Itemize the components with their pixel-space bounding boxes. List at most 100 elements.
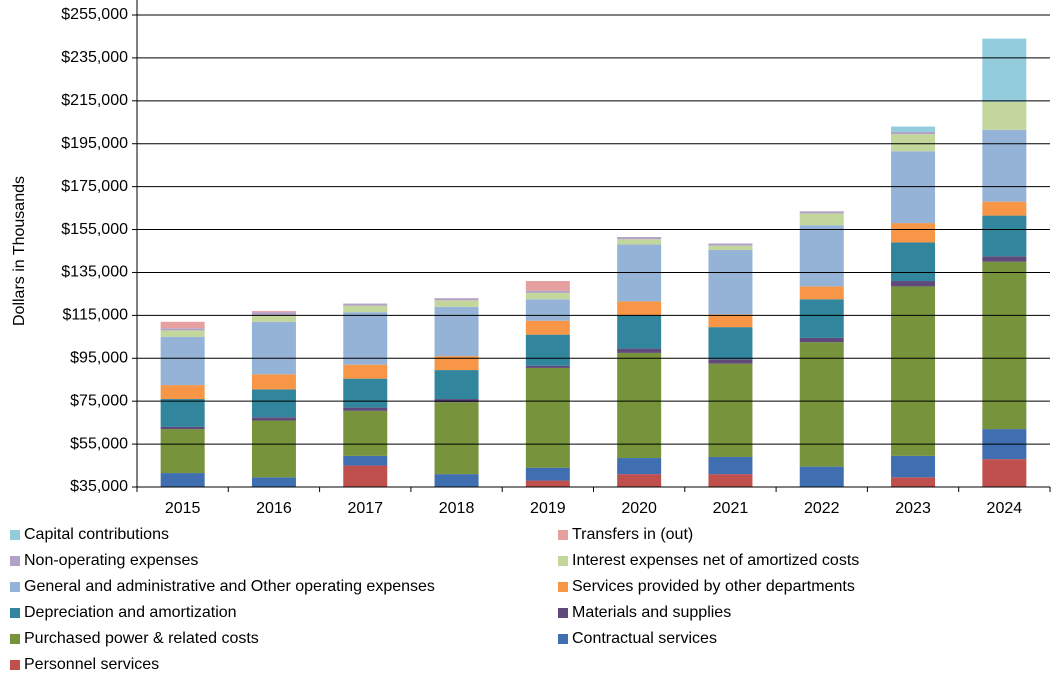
bar-segment <box>160 385 205 400</box>
bar-segment <box>982 38 1027 102</box>
bar-segment <box>891 286 936 456</box>
bar-segment <box>891 455 936 478</box>
legend-swatch <box>10 634 20 644</box>
bar-segment <box>982 101 1027 130</box>
bar-segment <box>799 225 844 287</box>
legend-label: Services provided by other departments <box>572 578 855 595</box>
y-tick-label: $195,000 <box>61 135 128 152</box>
bar-segment <box>799 286 844 300</box>
bar-segment <box>982 201 1027 216</box>
bar-segment <box>617 352 662 459</box>
y-tick-label: $55,000 <box>70 435 128 452</box>
bar-segment <box>343 312 388 365</box>
x-tick-label: 2016 <box>256 500 292 517</box>
bar-segment <box>891 131 936 135</box>
bar-segment <box>525 334 570 366</box>
bar-segment <box>160 429 205 474</box>
bar-segment <box>251 374 296 390</box>
bar-segment <box>708 245 753 250</box>
bar-segment <box>525 367 570 468</box>
y-tick-label: $75,000 <box>70 392 128 409</box>
bar-segment <box>251 389 296 418</box>
bar-segment <box>343 410 388 456</box>
bar-segment <box>708 314 753 328</box>
bar-segment <box>343 465 388 487</box>
bar-segment <box>982 215 1027 257</box>
bar-segment <box>160 473 205 487</box>
x-tick-label: 2024 <box>987 500 1023 517</box>
bar-segment <box>708 243 753 246</box>
bar-segment <box>617 348 662 353</box>
bar-segment <box>617 244 662 302</box>
bar-segment <box>617 239 662 245</box>
bar-segment <box>525 480 570 487</box>
y-tick-label: $135,000 <box>61 264 128 281</box>
x-tick-label: 2021 <box>713 500 749 517</box>
bar-segment <box>799 213 844 226</box>
bar-segment <box>800 487 844 562</box>
bar-segment <box>525 292 570 300</box>
legend-label: General and administrative and Other ope… <box>24 578 435 595</box>
bar-segment <box>160 399 205 427</box>
bar-segment <box>891 477 936 487</box>
x-tick-label: 2018 <box>439 500 475 517</box>
legend-swatch <box>558 608 568 618</box>
bar-segment <box>708 249 753 315</box>
legend-label: Personnel services <box>24 656 159 673</box>
bar-segment <box>435 487 479 562</box>
legend-label: Capital contributions <box>24 526 169 543</box>
bar-segment <box>891 223 936 243</box>
y-tick-label: $235,000 <box>61 49 128 66</box>
legend-label: Interest expenses net of amortized costs <box>572 552 859 569</box>
bar-segment <box>160 336 205 386</box>
x-tick-label: 2019 <box>530 500 566 517</box>
bar-segment <box>434 300 479 307</box>
bar-segment <box>617 237 662 240</box>
bar-segment <box>343 305 388 313</box>
bar-segment <box>160 330 205 337</box>
bar-segment <box>799 342 844 467</box>
legend-label: Transfers in (out) <box>572 526 693 543</box>
bar-segment <box>708 327 753 360</box>
bar-segment <box>891 134 936 152</box>
bar-segment <box>708 456 753 475</box>
x-tick-label: 2017 <box>347 500 383 517</box>
bar-segment <box>617 458 662 475</box>
bar-segment <box>343 303 388 306</box>
bar-segment <box>708 359 753 364</box>
bar-segment <box>617 474 662 487</box>
legend-label: Materials and supplies <box>572 604 731 621</box>
y-axis-label: Dollars in Thousands <box>11 176 28 326</box>
bar-segment <box>891 281 936 287</box>
bar-segment <box>251 321 296 375</box>
legend-swatch <box>10 582 20 592</box>
legend-label: Contractual services <box>572 630 717 647</box>
bar-segment <box>343 364 388 379</box>
legend-swatch <box>558 530 568 540</box>
legend-swatch <box>10 530 20 540</box>
x-tick-label: 2023 <box>895 500 931 517</box>
bar-segment <box>434 306 479 357</box>
bar-segment <box>160 426 205 430</box>
bar-segment <box>434 402 479 475</box>
bar-segment <box>251 312 296 316</box>
legend-swatch <box>10 556 20 566</box>
y-tick-label: $35,000 <box>70 478 128 495</box>
bar-segment <box>343 407 388 411</box>
y-tick-label: $215,000 <box>61 92 128 109</box>
bar-segment <box>799 211 844 214</box>
legend-label: Purchased power & related costs <box>24 630 259 647</box>
bar-segment <box>251 315 296 322</box>
bar-segment <box>891 151 936 224</box>
bar-segment <box>160 321 205 329</box>
legend-label: Non-operating expenses <box>24 552 198 569</box>
legend-swatch <box>558 634 568 644</box>
legend-swatch <box>10 660 20 670</box>
bar-segment <box>982 256 1027 262</box>
bar-segment <box>525 290 570 293</box>
legend-swatch <box>558 556 568 566</box>
bar-segment <box>434 298 479 301</box>
bar-segment <box>617 315 662 349</box>
bar-segment <box>343 455 388 466</box>
